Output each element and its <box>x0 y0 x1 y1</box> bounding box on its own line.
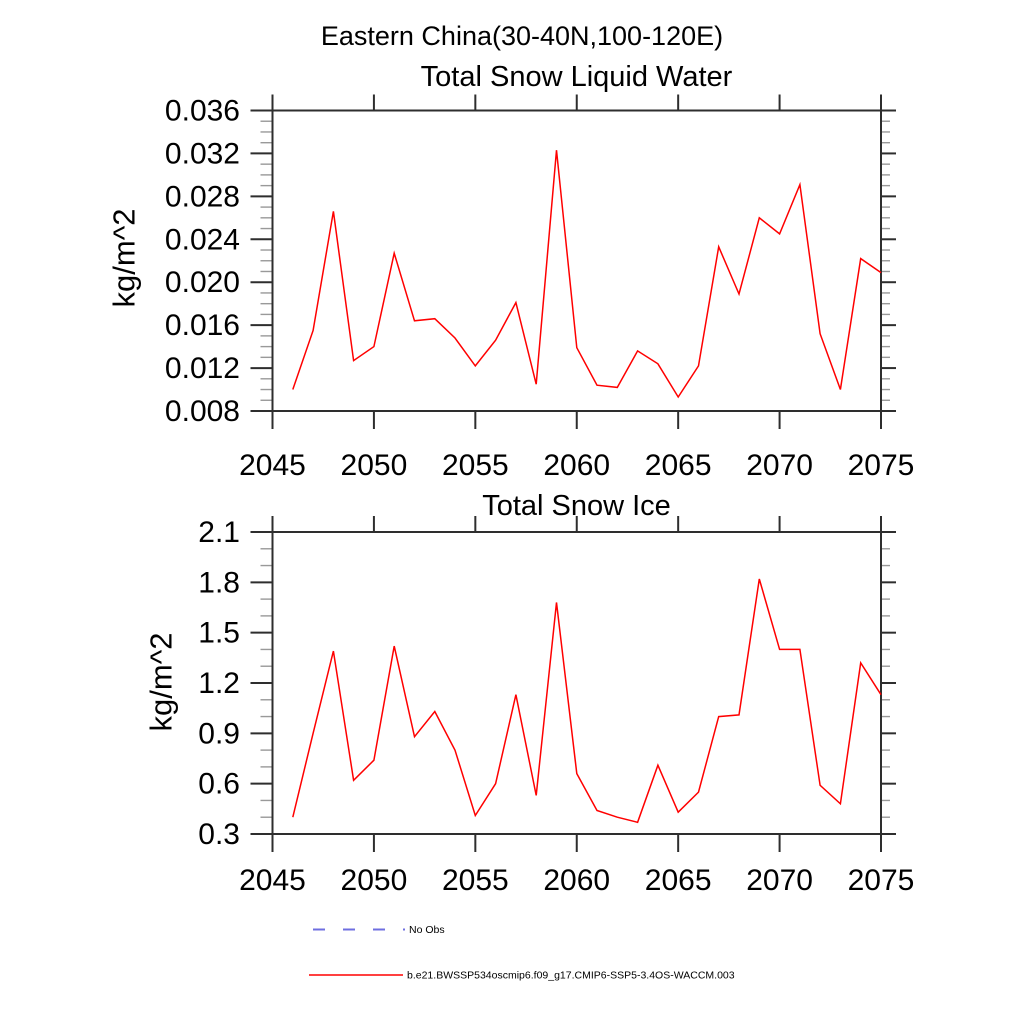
chart1-title: Total Snow Liquid Water <box>421 61 733 93</box>
x-tick-label: 2075 <box>848 864 915 897</box>
x-tick-label: 2060 <box>543 864 610 897</box>
chart-total-snow-ice: 0.3 0.6 0.9 1.2 1.5 1.8 2.1 2045 2050 2055 2060 206… <box>198 516 914 897</box>
figure-header-title: Eastern China(30-40N,100-120E) <box>321 21 723 51</box>
y-tick-label: 0.024 <box>165 223 240 256</box>
chart1-y-axis-label: kg/m^2 <box>107 209 142 308</box>
y-tick-label: 1.8 <box>198 566 240 599</box>
x-tick-label: 2055 <box>442 449 509 482</box>
x-tick-label: 2065 <box>645 449 712 482</box>
x-tick-label: 2065 <box>645 864 712 897</box>
y-tick-label: 0.020 <box>165 266 240 299</box>
y-tick-label: 0.9 <box>198 717 240 750</box>
x-tick-label: 2050 <box>341 864 408 897</box>
legend-no-obs-label: No Obs <box>409 924 445 936</box>
y-tick-label: 0.008 <box>165 395 240 428</box>
y-tick-label: 0.3 <box>198 818 240 851</box>
x-tick-label: 2045 <box>239 449 306 482</box>
y-tick-label: 1.5 <box>198 617 240 650</box>
y-tick-label: 0.6 <box>198 768 240 801</box>
plot-box <box>271 109 882 412</box>
x-tick-label: 2070 <box>746 449 813 482</box>
y-tick-label: 0.032 <box>165 137 240 170</box>
series-line <box>292 150 882 399</box>
series-line <box>292 578 882 824</box>
chart2-y-axis-label: kg/m^2 <box>144 633 179 732</box>
x-tick-label: 2075 <box>848 449 915 482</box>
y-tick-label: 2.1 <box>198 516 240 549</box>
y-tick-label: 0.016 <box>165 309 240 342</box>
legend-series-label: b.e21.BWSSP534oscmip6.f09_g17.CMIP6-SSP5… <box>407 970 735 982</box>
chart-total-snow-liquid-water: 0.008 0.012 0.016 0.020 0.024 0.028 0.032 0.036… <box>165 94 915 482</box>
x-tick-label: 2050 <box>341 449 408 482</box>
y-tick-label: 0.036 <box>165 95 240 128</box>
y-tick-label: 0.028 <box>165 180 240 213</box>
y-tick-label: 0.012 <box>165 352 240 385</box>
x-tick-label: 2070 <box>746 864 813 897</box>
x-tick-label: 2060 <box>543 449 610 482</box>
legend: No Obs b.e21.BWSSP534oscmip6.f09_g17.CMI… <box>309 924 735 982</box>
y-tick-label: 1.2 <box>198 667 240 700</box>
plot-box <box>271 531 882 835</box>
x-tick-label: 2055 <box>442 864 509 897</box>
x-tick-label: 2045 <box>239 864 306 897</box>
